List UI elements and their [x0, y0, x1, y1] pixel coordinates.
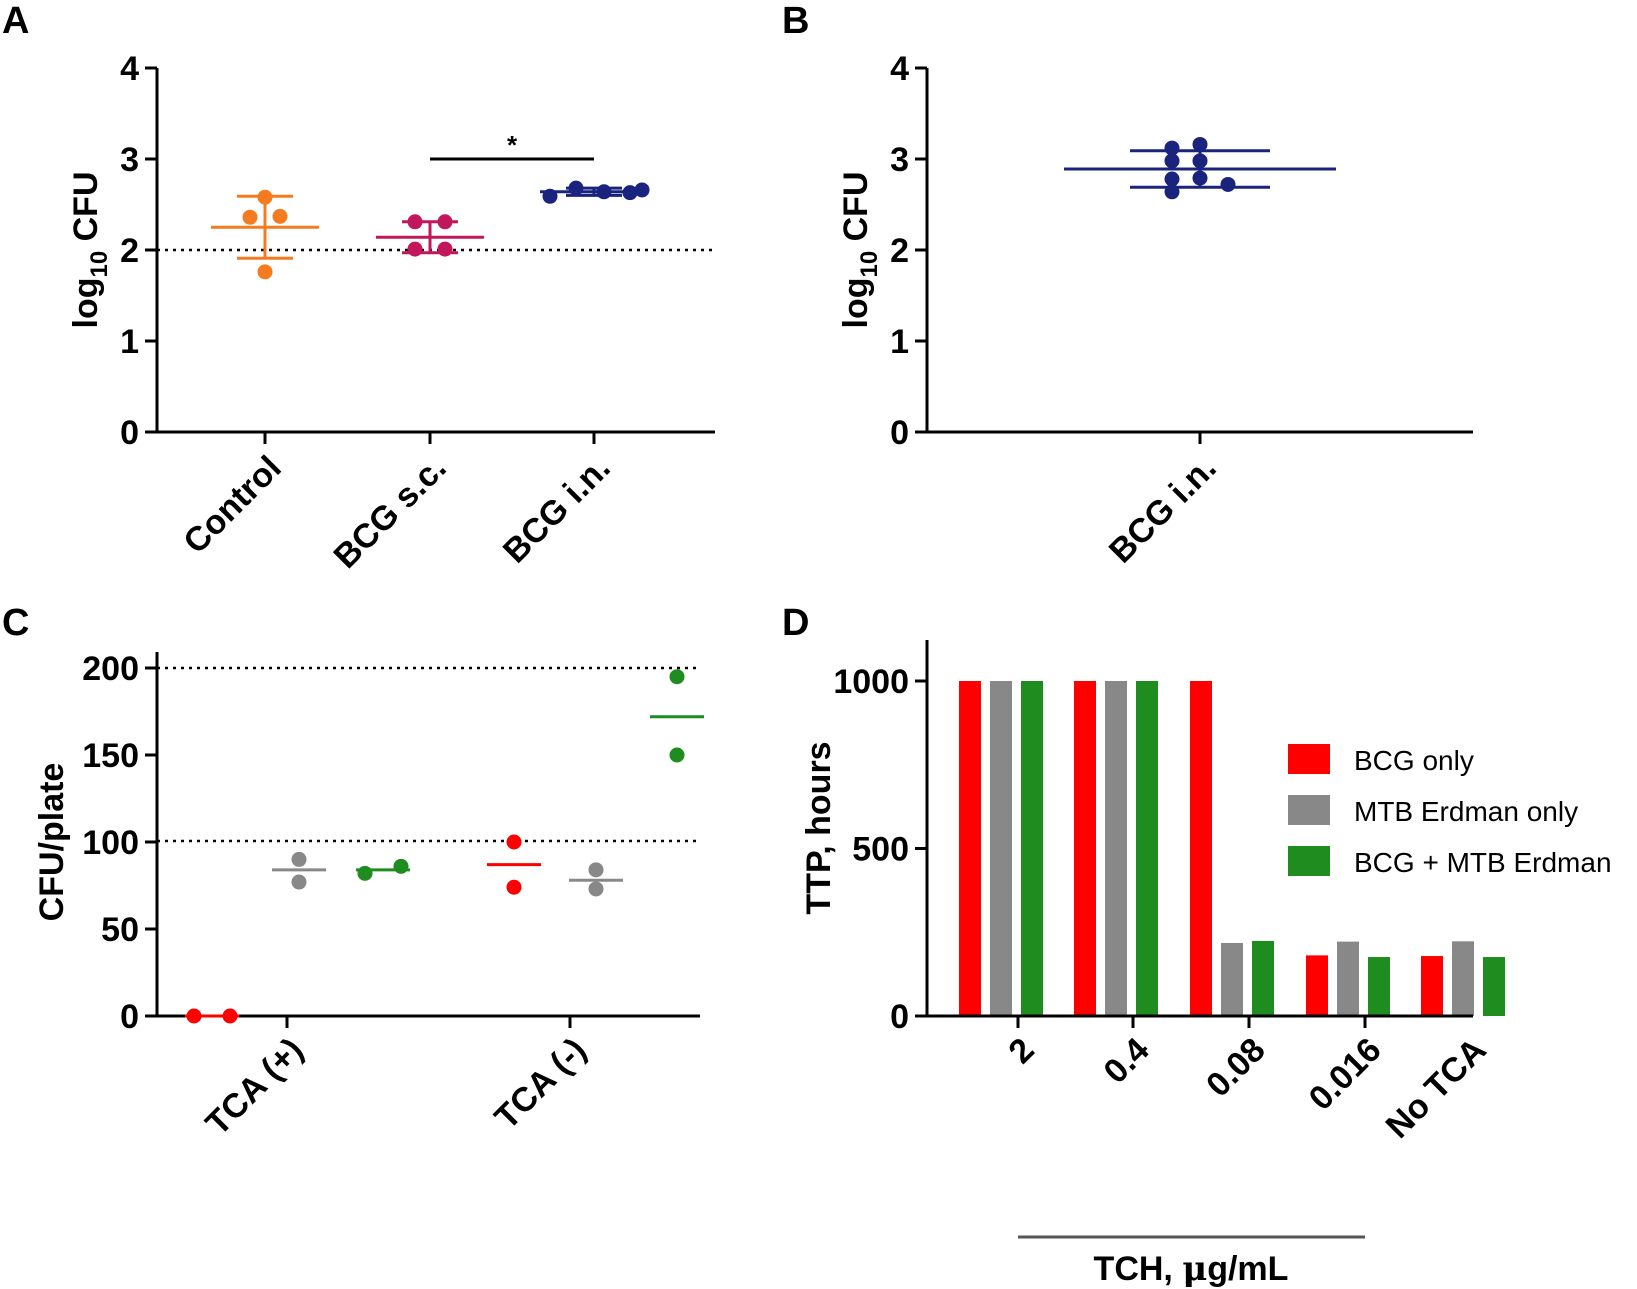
panel-letter-b: B	[782, 0, 809, 42]
legend-label-mtb-erdman-only: MTB Erdman only	[1354, 796, 1578, 827]
panel-letter-a: A	[2, 0, 29, 42]
panel-d-bar	[959, 681, 981, 1016]
panel-letter-d: D	[782, 602, 809, 644]
panel-c-ytick-label: 100	[82, 824, 139, 862]
panel-a-data-point	[634, 182, 650, 198]
panel-a-data-point	[407, 241, 423, 257]
panel-b-data-point	[1192, 153, 1208, 169]
panel-b: 0 1 2 3 4 BCG i.n. log10 CFU	[837, 50, 1473, 570]
panel-a-data-point	[437, 241, 453, 257]
panel-a-data-point	[407, 214, 423, 230]
panel-letter-c: C	[2, 602, 29, 644]
panel-a-data-point	[542, 188, 558, 204]
panel-b-ytick-label: 2	[890, 232, 909, 270]
panel-c-y-axis-label: CFU/plate	[33, 763, 71, 922]
panel-c-ytick-label: 0	[120, 998, 139, 1036]
panel-d-bar	[1483, 957, 1505, 1016]
panel-b-ytick-label: 1	[890, 323, 909, 361]
panel-a-data-point	[596, 184, 612, 200]
legend-swatch-bcg-mtb-erdman	[1288, 846, 1330, 876]
panel-c-data-point	[669, 669, 685, 685]
panel-c-data-point	[186, 1008, 202, 1024]
panel-d-bar	[1337, 941, 1359, 1016]
panel-d-bar	[1190, 681, 1212, 1016]
panel-c-category-label: TCA (+)	[199, 1031, 311, 1143]
panel-d-bar	[1421, 956, 1443, 1016]
panel-b-data-point	[1220, 176, 1236, 192]
panel-a-ytick-label: 0	[120, 414, 139, 452]
panel-a-category-label: BCG i.n.	[496, 449, 618, 571]
legend-label-bcg-only: BCG only	[1354, 745, 1474, 776]
panel-d-category-label: 0.016	[1302, 1031, 1389, 1118]
panel-d-bar	[990, 681, 1012, 1016]
panel-a-data-point	[242, 209, 258, 225]
panel-c-data-point	[291, 874, 307, 890]
panel-c-data-point	[588, 862, 604, 878]
panel-b-data-point	[1164, 171, 1180, 187]
panel-b-ytick-label: 3	[890, 141, 909, 179]
panel-b-ytick-label: 4	[890, 50, 909, 88]
panel-d-bar	[1021, 681, 1043, 1016]
panel-d-ytick-label: 0	[890, 998, 909, 1036]
panel-b-data-point	[1164, 153, 1180, 169]
panel-d-bar	[1368, 957, 1390, 1016]
panel-c-data-point	[291, 851, 307, 867]
panel-a-category-label: Control	[176, 449, 288, 561]
panel-d-bar	[1452, 941, 1474, 1016]
panel-d-x-axis-label: TCH, μg/mL	[1094, 1249, 1289, 1289]
panel-d-category-label: 2	[1001, 1031, 1041, 1071]
panel-c-data-point	[357, 865, 373, 881]
panel-a-data-point	[257, 264, 273, 280]
panel-a-ytick-label: 3	[120, 141, 139, 179]
panel-a-ytick-label: 2	[120, 232, 139, 270]
panel-d-legend: BCG only MTB Erdman only BCG + MTB Erdma…	[1288, 744, 1612, 878]
panel-b-data-point	[1192, 136, 1208, 152]
panel-c-data-point	[222, 1008, 238, 1024]
panel-d-category-label: 0.08	[1199, 1031, 1273, 1105]
panel-a-significance-label: *	[507, 130, 518, 160]
panel-b-data-point	[1192, 170, 1208, 186]
panel-d-y-axis-label: TTP, hours	[800, 741, 838, 914]
panel-c-category-label: TCA (-)	[488, 1031, 594, 1137]
panel-c-ytick-label: 200	[82, 650, 139, 688]
panel-b-y-axis-label: log10 CFU	[837, 171, 883, 328]
panel-d-category-label: 0.4	[1096, 1031, 1156, 1091]
panel-d-category-label: No TCA	[1379, 1031, 1494, 1146]
panel-c-data-point	[506, 834, 522, 850]
panel-c-data-point	[588, 881, 604, 897]
panel-a-data-point	[437, 214, 453, 230]
panel-c-data-point	[393, 858, 409, 874]
panel-a-y-axis-label: log10 CFU	[67, 171, 113, 328]
panel-a-category-label: BCG s.c.	[327, 449, 454, 576]
panel-b-ytick-label: 0	[890, 414, 909, 452]
legend-swatch-mtb-erdman-only	[1288, 795, 1330, 825]
panel-a-ytick-label: 4	[120, 50, 139, 88]
panel-c-ytick-label: 50	[101, 911, 139, 949]
panel-a: 0 1 2 3 4 * Control BCG s.c. BCG i.n. log10 …	[67, 50, 715, 576]
panel-c-data-point	[669, 747, 685, 763]
panel-c: 0 50 100 150 200 TCA (+) TCA (-) CFU/plate	[33, 650, 704, 1143]
panel-d-bar	[1136, 681, 1158, 1016]
panel-d-bar	[1252, 940, 1274, 1016]
panel-a-ytick-label: 1	[120, 323, 139, 361]
panel-a-data-point	[257, 189, 273, 205]
panel-b-data-point	[1164, 140, 1180, 156]
legend-swatch-bcg-only	[1288, 744, 1330, 774]
panel-d-ytick-label: 1000	[833, 663, 909, 701]
panel-b-category-label: BCG i.n.	[1102, 449, 1224, 571]
legend-label-bcg-mtb-erdman: BCG + MTB Erdman	[1354, 847, 1612, 878]
panel-a-data-point	[272, 208, 288, 224]
panel-c-ytick-label: 150	[82, 737, 139, 775]
panel-d-bar	[1074, 681, 1096, 1016]
panel-b-data-point	[1164, 184, 1180, 200]
panel-d-ytick-label: 500	[852, 831, 909, 869]
panel-d-bar	[1105, 681, 1127, 1016]
panel-d-bar	[1221, 942, 1243, 1016]
panel-d-bar	[1306, 955, 1328, 1016]
panel-c-data-point	[506, 879, 522, 895]
panel-a-data-point	[568, 180, 584, 196]
panel-a-data-point	[622, 185, 638, 201]
